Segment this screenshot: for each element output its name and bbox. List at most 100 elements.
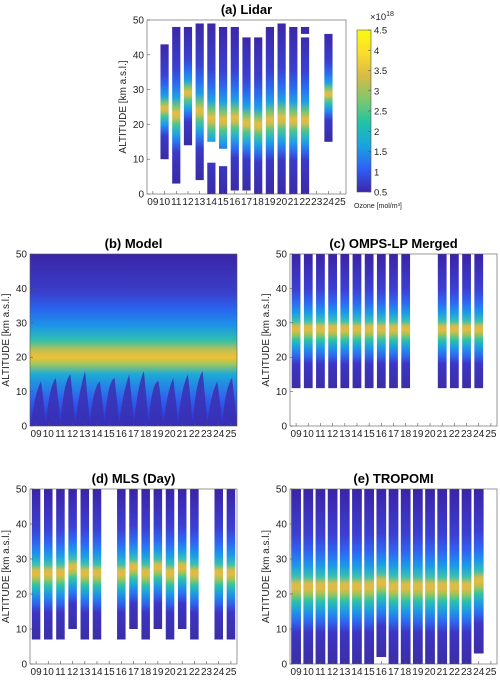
x-tick-label: 13 xyxy=(79,667,91,678)
x-tick-label: 09 xyxy=(291,667,303,678)
colorbar-tick-label: 4 xyxy=(374,46,379,57)
data-column-10 xyxy=(160,44,169,160)
x-tick-label: 17 xyxy=(388,667,400,678)
data-column-18 xyxy=(400,489,411,664)
x-tick-label: 17 xyxy=(128,429,140,440)
data-column-12 xyxy=(183,26,193,146)
model-low-ozone-plume xyxy=(207,381,223,426)
y-tick-label: 10 xyxy=(16,387,28,398)
x-tick-label: 25 xyxy=(225,429,237,440)
colorbar-tick-label: 1.5 xyxy=(374,147,387,158)
y-tick-label: 40 xyxy=(16,520,28,531)
data-column-22 xyxy=(449,489,460,664)
x-tick-label: 22 xyxy=(299,197,311,208)
data-column-12 xyxy=(328,254,338,389)
colorbar-tick-label: 2.5 xyxy=(374,107,387,118)
x-tick-label: 20 xyxy=(424,667,436,678)
data-column-18 xyxy=(141,489,150,640)
y-tick-label: 50 xyxy=(133,16,145,27)
x-tick-label: 10 xyxy=(303,667,315,678)
colorbar: 0.5 1 1.5 2 2.5 3 3.5 4 4.5 ×1018 Ozone [mol/m³] xyxy=(354,11,402,210)
y-tick-label: 40 xyxy=(276,284,288,295)
y-tick-label: 20 xyxy=(133,120,145,131)
x-tick-label: 19 xyxy=(412,667,424,678)
data-column-21 xyxy=(289,26,298,195)
y-tick-label: 0 xyxy=(21,660,27,671)
data-column-23 xyxy=(461,489,472,664)
data-column-11 xyxy=(316,254,325,389)
x-tick-label: 24 xyxy=(213,429,225,440)
data-column-16 xyxy=(376,489,387,657)
x-tick-label: 13 xyxy=(339,667,351,678)
y-axis-label: ALTITUDE [km a.s.l.] xyxy=(1,530,12,623)
x-tick-label: 24 xyxy=(473,667,485,678)
y-axis-label: ALTITUDE [km a.s.l.] xyxy=(1,293,12,386)
model-low-ozone-plume xyxy=(89,381,105,426)
data-column-15 xyxy=(364,254,374,389)
x-tick-label: 16 xyxy=(376,667,388,678)
x-tick-label: 16 xyxy=(376,429,388,440)
data-column-13 xyxy=(339,489,350,664)
x-tick-label: 12 xyxy=(327,667,339,678)
panel-d: (d) MLS (Day) ALTITUDE [km a.s.l.] 0 10 20 30… xyxy=(1,471,238,678)
model-low-ozone-plume xyxy=(119,374,135,426)
y-tick-label: 30 xyxy=(133,85,145,96)
model-low-ozone-plume xyxy=(45,377,61,426)
colorbar-tick-label: 0.5 xyxy=(374,188,387,199)
data-column-15 xyxy=(218,26,228,195)
x-tick-label: 20 xyxy=(164,667,176,678)
data-column-19 xyxy=(153,489,163,629)
y-tick-label: 20 xyxy=(16,353,28,364)
panel-title: (e) TROPOMI xyxy=(353,471,433,486)
data-column-18 xyxy=(254,37,263,195)
x-tick-label: 15 xyxy=(364,667,376,678)
x-tick-label: 12 xyxy=(67,667,79,678)
x-tick-label: 18 xyxy=(400,667,412,678)
x-tick-label: 18 xyxy=(253,197,265,208)
colorbar-exponent: ×1018 xyxy=(370,11,394,23)
data-column-24 xyxy=(324,33,333,142)
x-tick-label: 09 xyxy=(147,197,159,208)
y-tick-label: 0 xyxy=(281,660,287,671)
x-tick-label: 18 xyxy=(140,429,152,440)
x-tick-label: 15 xyxy=(364,429,376,440)
model-low-ozone-plume xyxy=(222,377,237,426)
data-column-11 xyxy=(315,489,326,664)
x-tick-label: 14 xyxy=(206,197,218,208)
x-tick-label: 20 xyxy=(424,429,436,440)
x-tick-label: 15 xyxy=(104,667,116,678)
x-tick-label: 20 xyxy=(164,429,176,440)
data-column-13 xyxy=(340,254,350,389)
data-column-12 xyxy=(68,489,77,629)
y-tick-label: 20 xyxy=(16,590,28,601)
y-tick-label: 10 xyxy=(16,625,28,636)
data-column-17 xyxy=(388,489,399,664)
x-tick-label: 25 xyxy=(485,667,497,678)
data-column-09 xyxy=(291,489,301,664)
panel-c: (c) OMPS-LP Merged ALTITUDE [km a.s.l.] 0 1… xyxy=(261,236,498,440)
x-tick-label: 11 xyxy=(315,667,326,678)
y-axis-label: ALTITUDE [km a.s.l.] xyxy=(261,293,272,386)
model-low-ozone-plume xyxy=(104,377,120,426)
x-tick-label: 24 xyxy=(323,197,335,208)
data-column-24 xyxy=(214,489,223,640)
data-column-20 xyxy=(165,489,175,640)
panel-a: (a) Lidar ALTITUDE [km a.s.l.] 0 10 20 30 40 50… xyxy=(118,2,347,208)
x-tick-label: 22 xyxy=(189,667,201,678)
data-column-20 xyxy=(425,489,435,664)
x-tick-label: 18 xyxy=(140,667,152,678)
panel-title: (d) MLS (Day) xyxy=(92,471,176,486)
y-tick-label: 20 xyxy=(276,353,288,364)
x-tick-label: 18 xyxy=(400,429,412,440)
x-tick-label: 20 xyxy=(276,197,288,208)
model-low-ozone-plume xyxy=(177,374,193,426)
data-gap xyxy=(206,141,216,163)
x-tick-label: 10 xyxy=(159,197,171,208)
data-column-22 xyxy=(449,254,459,389)
y-tick-label: 0 xyxy=(281,422,287,433)
x-tick-label: 23 xyxy=(201,667,213,678)
x-tick-label: 16 xyxy=(229,197,241,208)
x-tick-label: 11 xyxy=(55,667,66,678)
x-tick-label: 25 xyxy=(335,197,347,208)
x-tick-label: 23 xyxy=(461,667,473,678)
